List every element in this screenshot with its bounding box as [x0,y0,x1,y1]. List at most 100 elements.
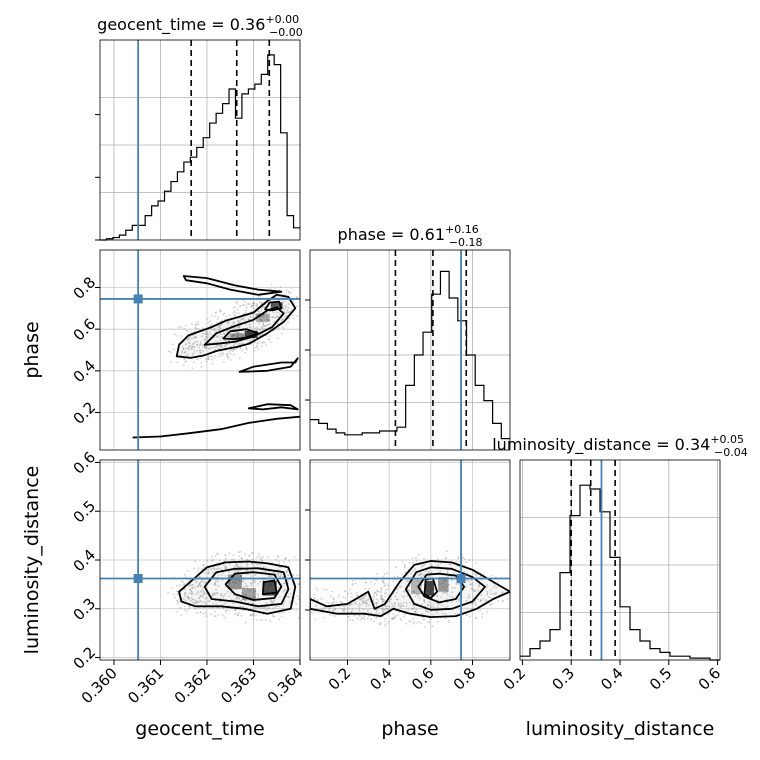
sample-point [315,604,318,607]
sample-point [323,606,326,609]
sample-point [381,607,383,610]
sample-point [212,341,215,344]
sample-point [471,583,474,585]
sample-point [250,343,253,345]
sample-point [238,555,241,558]
sample-point [393,602,396,605]
sample-point [185,347,188,350]
sample-point [415,622,418,624]
sample-point [258,555,261,558]
sample-point [268,607,271,610]
sample-point [223,312,226,315]
title-label: phase = 0.61 [338,225,445,244]
sample-point [216,553,219,556]
sample-point [354,600,357,603]
sample-point [244,569,247,572]
sample-point [263,306,265,309]
sample-point [400,585,403,588]
sample-point [228,321,230,324]
sample-point [195,602,198,605]
sample-point [248,340,251,342]
sample-point [237,333,239,336]
sample-point [406,579,409,582]
sample-point [192,598,195,601]
sample-point [215,345,218,348]
sample-point [376,590,379,593]
sample-point [205,335,207,338]
sample-point [224,592,227,595]
sample-point [429,605,432,608]
sample-point [185,342,188,345]
sample-point [225,610,227,613]
sample-point [289,592,292,595]
sample-point [192,337,195,340]
sample-point [496,580,499,583]
sample-point [375,593,378,596]
sample-point [394,614,397,617]
sample-point [267,606,270,609]
sample-point [188,605,191,608]
sample-point [193,586,196,589]
sample-point [229,358,232,361]
sample-point [412,620,415,623]
sample-point [204,338,206,341]
sample-point [235,331,238,334]
sample-point [187,338,190,341]
sample-point [424,570,427,573]
panel-frame-geocent_time [99,39,301,241]
sample-point [465,561,468,564]
sample-point [406,580,409,583]
sample-point [185,325,187,327]
sample-point [284,588,287,591]
sample-point [173,596,176,599]
sample-point [292,314,294,317]
sample-point [419,572,422,574]
sample-point [194,560,197,563]
contour-level [404,566,486,611]
sample-point [399,605,402,608]
sample-point [182,348,185,350]
sample-point [235,301,238,303]
sample-point [207,569,210,572]
sample-point [237,326,240,329]
sample-point [362,595,365,598]
sample-point [368,607,371,610]
sample-point [241,580,244,583]
sample-point [455,582,458,585]
sample-point [349,588,351,591]
sample-point [257,305,260,308]
x-tick-label: 0.6 [695,664,725,694]
sample-point [208,600,211,603]
sample-point [420,622,423,625]
sample-point [465,614,468,617]
sample-point [298,598,300,600]
sample-point [369,581,372,583]
sample-point [485,599,488,602]
sample-point [454,586,456,589]
sample-point [288,560,291,562]
contour-level [247,403,299,411]
sample-point [242,579,245,582]
sample-point [351,608,354,611]
sample-point [396,575,399,578]
sample-point [194,326,197,329]
sample-point [240,614,243,617]
sample-point [358,602,361,605]
sample-point [245,593,247,596]
sample-point [457,557,459,560]
sample-point [298,617,300,620]
sample-point [198,601,200,603]
sample-point [379,613,382,616]
sample-point [296,296,298,299]
sample-point [249,303,252,306]
histogram-title: geocent_time = 0.36+0.00 −0.00 [97,13,303,39]
sample-point [205,338,208,341]
sample-point [469,583,472,586]
sample-point [187,348,190,351]
sample-point [259,618,262,621]
sample-point [253,307,255,310]
sample-point [238,566,241,568]
sample-point [198,349,201,352]
sample-point [382,581,385,583]
density-bin [425,580,434,596]
